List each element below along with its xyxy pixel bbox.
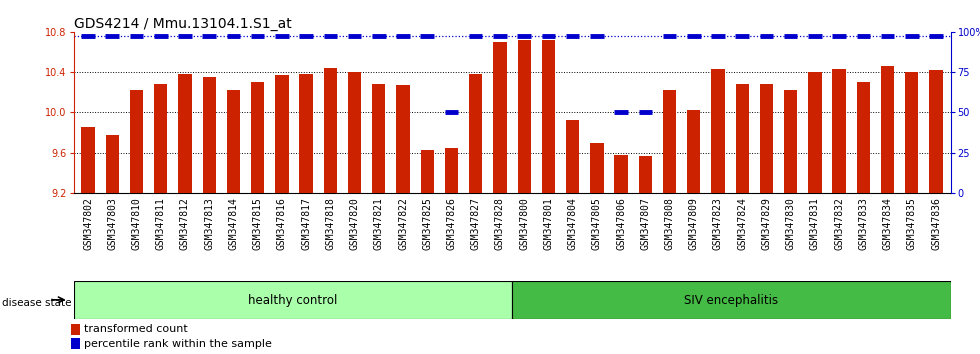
Bar [906, 72, 918, 193]
Bar [275, 75, 288, 193]
Bar [517, 40, 531, 193]
Bar [639, 156, 652, 193]
Text: GSM347815: GSM347815 [253, 197, 263, 250]
Text: GSM347831: GSM347831 [809, 197, 820, 250]
Text: GSM347822: GSM347822 [398, 197, 408, 250]
Bar [590, 143, 604, 193]
Text: disease state: disease state [2, 298, 72, 308]
Text: GSM347807: GSM347807 [640, 197, 651, 250]
Bar [445, 148, 458, 193]
Bar [396, 85, 410, 193]
Bar [323, 68, 337, 193]
Bar [203, 77, 216, 193]
Bar [614, 155, 628, 193]
Text: GSM347816: GSM347816 [277, 197, 287, 250]
Text: GSM347835: GSM347835 [906, 197, 917, 250]
Bar [348, 72, 362, 193]
Text: GSM347834: GSM347834 [883, 197, 893, 250]
Bar [542, 40, 555, 193]
Text: GSM347817: GSM347817 [301, 197, 311, 250]
Bar [662, 90, 676, 193]
Text: GSM347810: GSM347810 [131, 197, 141, 250]
Text: GSM347811: GSM347811 [156, 197, 166, 250]
Text: GSM347823: GSM347823 [713, 197, 723, 250]
Bar [178, 74, 192, 193]
Bar [881, 66, 895, 193]
Text: GSM347804: GSM347804 [567, 197, 577, 250]
Text: GSM347803: GSM347803 [107, 197, 118, 250]
Bar [72, 324, 80, 335]
Bar [929, 70, 943, 193]
Text: GSM347808: GSM347808 [664, 197, 674, 250]
Text: GSM347812: GSM347812 [180, 197, 190, 250]
Bar [372, 84, 385, 193]
FancyBboxPatch shape [74, 281, 512, 319]
Bar [154, 84, 168, 193]
Bar [469, 74, 482, 193]
Bar [493, 42, 507, 193]
Text: GSM347833: GSM347833 [858, 197, 868, 250]
Text: GSM347825: GSM347825 [422, 197, 432, 250]
Text: GSM347820: GSM347820 [350, 197, 360, 250]
Bar [711, 69, 724, 193]
Text: GSM347801: GSM347801 [543, 197, 554, 250]
Bar [760, 84, 773, 193]
Text: GSM347829: GSM347829 [761, 197, 771, 250]
Text: GSM347818: GSM347818 [325, 197, 335, 250]
Bar [808, 72, 821, 193]
Text: GSM347814: GSM347814 [228, 197, 238, 250]
Text: GSM347809: GSM347809 [689, 197, 699, 250]
Text: GSM347824: GSM347824 [737, 197, 747, 250]
Bar [129, 90, 143, 193]
Text: GSM347813: GSM347813 [204, 197, 215, 250]
Text: GSM347802: GSM347802 [83, 197, 93, 250]
Text: GSM347806: GSM347806 [616, 197, 626, 250]
Bar [300, 74, 313, 193]
Bar [251, 82, 265, 193]
Text: GSM347805: GSM347805 [592, 197, 602, 250]
Text: GSM347827: GSM347827 [470, 197, 481, 250]
Bar [72, 338, 80, 349]
Text: GSM347800: GSM347800 [519, 197, 529, 250]
Text: GSM347821: GSM347821 [373, 197, 384, 250]
Text: GSM347836: GSM347836 [931, 197, 941, 250]
Bar [832, 69, 846, 193]
Bar [81, 127, 95, 193]
Bar [226, 90, 240, 193]
Bar [420, 150, 434, 193]
FancyBboxPatch shape [512, 281, 951, 319]
Bar [106, 135, 119, 193]
Bar [687, 110, 701, 193]
Text: transformed count: transformed count [84, 324, 188, 334]
Text: GSM347830: GSM347830 [786, 197, 796, 250]
Text: percentile rank within the sample: percentile rank within the sample [84, 339, 272, 349]
Text: SIV encephalitis: SIV encephalitis [684, 293, 778, 307]
Bar [566, 120, 579, 193]
Text: GSM347832: GSM347832 [834, 197, 844, 250]
Text: healthy control: healthy control [248, 293, 337, 307]
Text: GSM347826: GSM347826 [447, 197, 457, 250]
Bar [857, 82, 870, 193]
Bar [784, 90, 798, 193]
Text: GDS4214 / Mmu.13104.1.S1_at: GDS4214 / Mmu.13104.1.S1_at [74, 17, 291, 31]
Text: GSM347828: GSM347828 [495, 197, 505, 250]
Bar [736, 84, 749, 193]
